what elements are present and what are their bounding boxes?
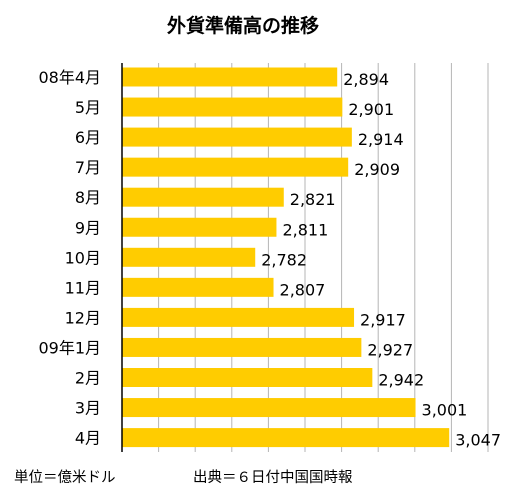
value-label: 2,942 — [378, 371, 424, 390]
value-labels: 2,894 2,901 2,914 2,909 2,821 2,811 2,782 2,807… — [261, 70, 501, 450]
category-label: 8月 — [75, 188, 101, 207]
bar — [122, 247, 256, 267]
category-label: 7月 — [75, 158, 101, 177]
value-label: 2,914 — [358, 130, 404, 149]
bar — [122, 337, 362, 357]
category-label: 3月 — [75, 399, 101, 418]
bar — [122, 217, 277, 237]
category-label: 5月 — [75, 98, 101, 117]
source-note: 出典＝６日付中国国時報 — [193, 469, 353, 486]
bar — [122, 187, 284, 207]
category-label: 08年4月 — [38, 68, 101, 87]
unit-note: 単位＝億米ドル — [14, 469, 116, 486]
value-label: 2,909 — [354, 160, 400, 179]
category-label: 6月 — [75, 128, 101, 147]
category-label: 12月 — [65, 308, 101, 327]
value-label: 3,047 — [455, 431, 501, 450]
bar — [122, 97, 343, 117]
bar — [122, 157, 349, 177]
bar — [122, 368, 373, 387]
category-label: 09年1月 — [38, 338, 101, 357]
value-label: 3,001 — [422, 401, 468, 420]
bar — [122, 398, 416, 418]
value-label: 2,807 — [280, 280, 326, 299]
chart-title: 外貨準備高の推移 — [167, 14, 319, 37]
category-label: 4月 — [75, 429, 101, 448]
value-label: 2,901 — [348, 100, 394, 119]
bar — [122, 67, 338, 87]
value-label: 2,927 — [367, 340, 413, 359]
category-label: 2月 — [75, 369, 101, 388]
category-label: 11月 — [65, 278, 101, 297]
category-label: 10月 — [65, 248, 101, 267]
bar — [122, 428, 450, 448]
bar — [122, 277, 274, 297]
value-label: 2,894 — [343, 70, 389, 89]
category-labels: 08年4月 5月 6月 7月 8月 9月 10月 11月 12月 09年1月 2月 3月 4月 — [38, 68, 101, 448]
bar — [122, 307, 355, 327]
bars — [122, 67, 450, 448]
value-label: 2,782 — [261, 250, 307, 269]
value-label: 2,811 — [282, 220, 328, 239]
bar — [122, 127, 352, 147]
value-label: 2,821 — [290, 190, 336, 209]
category-label: 9月 — [75, 218, 101, 237]
value-label: 2,917 — [360, 310, 406, 329]
